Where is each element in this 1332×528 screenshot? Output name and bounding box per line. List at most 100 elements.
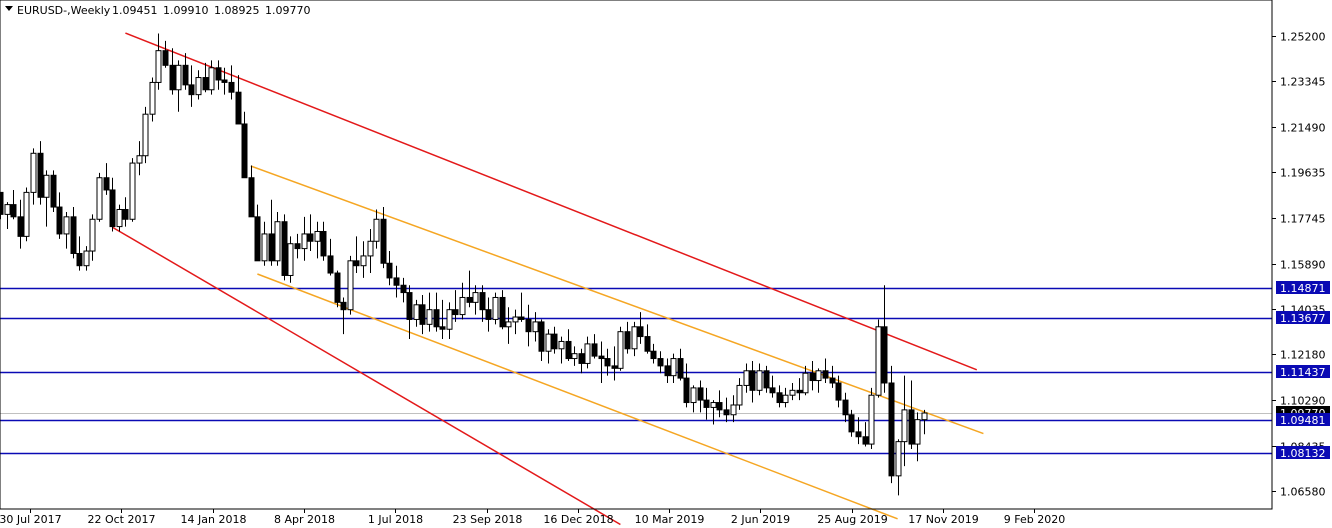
candle-body-up [736,384,743,406]
candle-body-down [268,233,275,262]
x-tick-label-5: 23 Sep 2018 [453,513,523,526]
candle-body-down [848,414,855,433]
candle-122 [802,365,809,396]
candle-body-down [320,230,327,257]
candle-130 [855,417,862,445]
candle-86 [565,329,572,361]
candle-body-down [538,321,545,352]
candle-116 [763,365,770,393]
candle-body-down [400,284,407,294]
candle-body-down [254,216,261,262]
candle-body-down [17,216,24,237]
candle-body-down [353,260,360,267]
candle-body-up [512,316,519,323]
candle-45 [294,233,301,259]
candle-body-up [895,441,902,477]
y-tick-label-0: 1.25200 [1280,31,1326,44]
candle-body-up [23,191,30,237]
candle-11 [70,207,77,259]
candle-body-down [50,174,57,208]
candle-body-up [584,343,591,364]
candle-50 [327,238,334,276]
candle-body-up [690,387,697,404]
candle-body-down [769,387,776,394]
candle-body-up [558,340,565,350]
candle-96 [631,321,638,357]
candle-131 [862,422,869,447]
candle-13 [83,246,90,271]
candle-30 [195,70,202,100]
candle-body-down [578,353,585,364]
candle-body-down [664,365,671,377]
candle-body-up [261,233,268,262]
candle-9 [56,192,63,239]
candle-103 [677,348,684,381]
candle-39 [254,204,261,262]
candle-25 [162,40,169,68]
candle-body-up [914,419,921,445]
candle-body-down [908,409,915,445]
candle-body-down [182,64,189,86]
candle-34 [221,67,228,95]
candle-83 [545,329,552,364]
candle-body-down [644,336,651,352]
candle-62 [406,285,413,340]
candle-84 [551,326,558,354]
x-tick-label-11: 9 Feb 2020 [1004,513,1065,526]
candle-120 [789,382,796,401]
candle-body-up [413,304,420,320]
candle-body-up [492,296,499,320]
candle-51 [334,270,341,308]
candle-82 [538,319,545,361]
candle-body-down [855,431,862,438]
x-tick-label-4: 1 Jul 2018 [368,513,423,526]
candle-48 [314,221,321,259]
candle-7 [43,170,50,227]
candle-15 [96,172,103,222]
candle-67 [439,299,446,340]
price-labels: 1.097701.148711.136771.114371.094811.081… [1276,281,1330,460]
candle-body-down [109,189,116,228]
dropdown-triangle-icon[interactable] [5,6,13,11]
candle-78 [512,309,519,335]
candle-body-up [129,162,136,220]
candle-65 [426,292,433,332]
candle-body-down [294,243,301,250]
candle-body-down [485,309,492,320]
candle-body-down [162,50,169,66]
level-label-2-box [1276,365,1330,378]
candle-102 [670,353,677,383]
candle-68 [446,302,453,340]
candle-body-up [63,216,70,235]
candle-91 [598,341,605,383]
candle-body-up [743,370,750,386]
candle-body-down [202,77,209,91]
candle-32 [208,60,215,95]
candle-body-down [327,255,334,274]
candle-94 [617,326,624,371]
candle-29 [188,65,195,107]
candle-body-down [829,377,836,384]
channel-line-0 [125,32,978,371]
candle-body-up [116,208,123,228]
candle-138 [908,380,915,449]
candle-110 [723,397,730,423]
candle-113 [743,363,750,393]
level-label-3: 1.09481 [1280,414,1326,427]
candle-64 [419,295,426,335]
candle-10 [63,211,70,249]
candle-66 [433,292,440,332]
candle-111 [730,395,737,423]
channel-line-2 [250,165,984,435]
candle-body-down [862,436,869,445]
x-tick-label-6: 16 Dec 2018 [543,513,613,526]
candle-body-down [835,382,842,401]
x-tick-label-3: 8 Apr 2018 [274,513,335,526]
candle-136 [895,439,902,496]
candle-98 [644,324,651,354]
candle-body-up [274,221,281,262]
candle-14 [89,214,96,261]
channel-line-1 [111,226,621,526]
candle-79 [518,292,525,322]
